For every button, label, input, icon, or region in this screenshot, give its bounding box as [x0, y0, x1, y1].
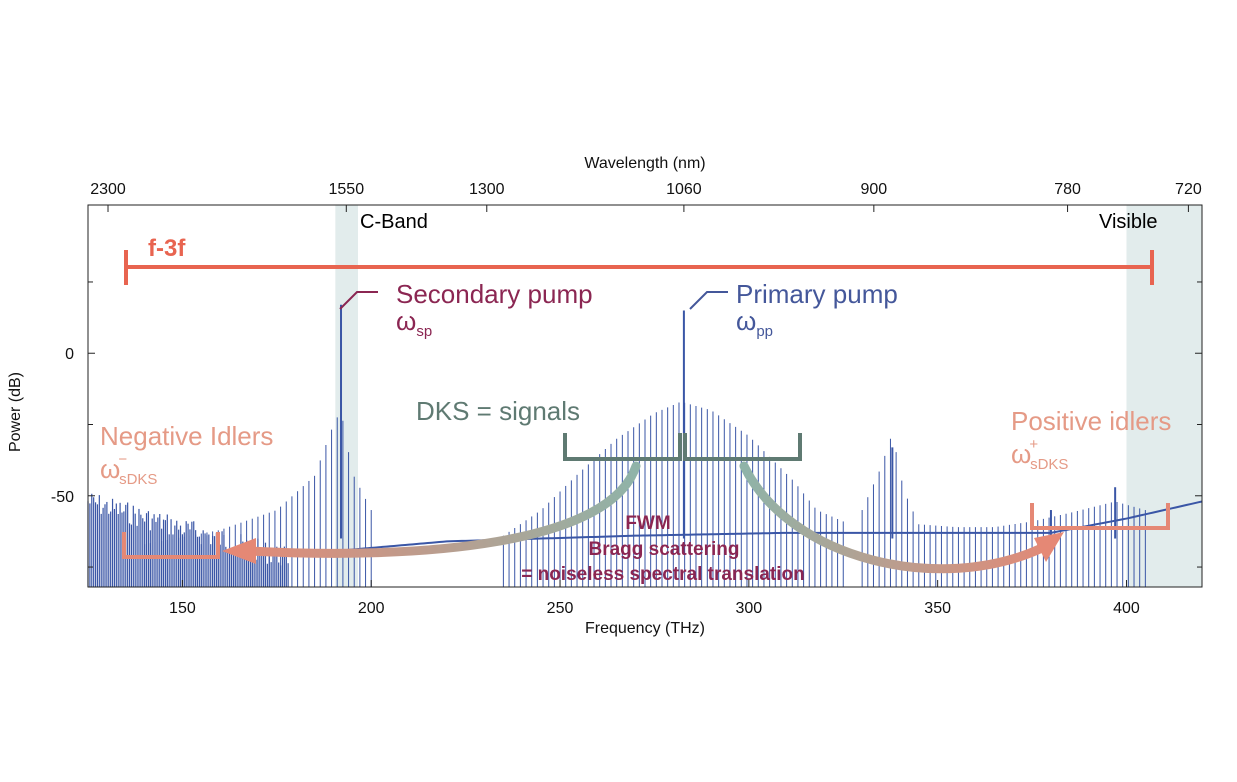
secondary-pump-leader: [339, 291, 378, 310]
x-tick-label: 200: [358, 600, 385, 617]
top-axis-title: Wavelength (nm): [584, 155, 705, 172]
f3f-label: f-3f: [148, 235, 186, 262]
plot-frame: [87, 204, 1203, 588]
visible-label: Visible: [1099, 211, 1158, 233]
fwm-arrow-left: [245, 461, 641, 558]
fwm-label: FWM: [625, 513, 670, 534]
top-tick-label: 900: [860, 181, 887, 198]
negative-omega-sub: sDKS: [119, 471, 157, 488]
y-tick-label: -50: [51, 489, 74, 506]
x-tick-label: 250: [547, 600, 574, 617]
top-tick-label: 780: [1054, 181, 1081, 198]
secondary-pump-label: Secondary pump: [396, 279, 593, 309]
positive-omega-sup: +: [1029, 436, 1038, 453]
primary-pump-leader: [689, 291, 728, 310]
dks-label: DKS = signals: [416, 396, 580, 426]
negative-omega-sup: −: [118, 451, 127, 468]
negative-idlers-label: Negative Idlers: [100, 421, 273, 451]
y-tick-label: 0: [65, 346, 74, 363]
y-axis-title: Power (dB): [7, 372, 24, 452]
secondary-omega-symbol: ω: [396, 306, 416, 336]
fwm-arrowhead-right: [1034, 532, 1064, 562]
primary-omega-sub: pp: [756, 323, 773, 340]
axis-ticks: 150 200 250 300 350 400 0 -50 2300 1550 1300 1060 90…: [51, 181, 1202, 617]
x-tick-label: 300: [735, 600, 762, 617]
top-tick-label: 1550: [329, 181, 365, 198]
x-tick-label: 150: [169, 600, 196, 617]
positive-idlers-label: Positive idlers: [1011, 406, 1171, 436]
top-tick-label: 1060: [666, 181, 702, 198]
positive-omega-sub: sDKS: [1030, 456, 1068, 473]
negative-omega-symbol: ω: [100, 454, 120, 484]
primary-omega: ωpp: [736, 306, 773, 340]
c-band-label: C-Band: [360, 211, 428, 233]
negative-omega: ω− sDKS: [100, 451, 157, 488]
top-tick-label: 720: [1175, 181, 1202, 198]
x-tick-label: 400: [1113, 600, 1140, 617]
translation-label: = noiseless spectral translation: [521, 564, 805, 585]
primary-omega-symbol: ω: [736, 306, 756, 336]
secondary-omega-sub: sp: [416, 323, 432, 340]
x-axis-title: Frequency (THz): [585, 620, 705, 637]
positive-omega-symbol: ω: [1011, 439, 1031, 469]
top-tick-label: 1300: [469, 181, 505, 198]
fwm-arrow-right: [739, 461, 1047, 574]
x-tick-label: 350: [924, 600, 951, 617]
f3f-span: [124, 250, 1154, 285]
top-tick-label: 2300: [90, 181, 126, 198]
positive-omega: ω+ sDKS: [1011, 436, 1068, 473]
fwm-arrowhead-left: [222, 538, 256, 564]
dks-bracket: [563, 433, 802, 461]
positive-idler-bracket: [1030, 503, 1170, 530]
primary-pump-label: Primary pump: [736, 279, 898, 309]
secondary-omega: ωsp: [396, 306, 432, 340]
negative-idler-bracket: [122, 532, 220, 559]
bragg-label: Bragg scattering: [589, 539, 740, 560]
